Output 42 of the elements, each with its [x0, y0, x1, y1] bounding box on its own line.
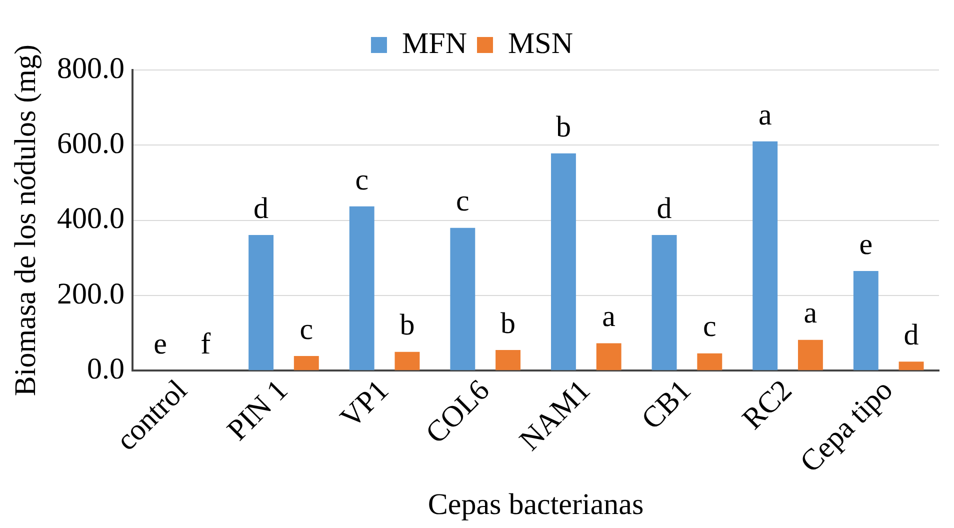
bar: [752, 141, 778, 370]
bar: [294, 356, 319, 370]
data-label: a: [804, 296, 818, 330]
data-label: d: [254, 192, 269, 225]
legend-label: MFN: [402, 26, 468, 60]
data-label: b: [500, 306, 516, 340]
y-tick-label: 200.0: [57, 277, 124, 310]
y-tick-label: 400.0: [57, 202, 124, 236]
data-label: b: [556, 110, 571, 144]
data-label: e: [859, 228, 873, 261]
bar: [596, 343, 622, 370]
data-label: d: [904, 318, 919, 352]
data-label: a: [758, 98, 772, 132]
data-label: e: [154, 328, 167, 361]
bar: [898, 362, 924, 370]
x-tick-label: CB1: [635, 374, 698, 436]
y-tick-label: 600.0: [57, 127, 124, 160]
bar: [853, 271, 878, 370]
bar: [496, 350, 520, 370]
x-tick-label: VP1: [334, 374, 396, 435]
data-label: b: [400, 308, 415, 342]
y-axis-title: Biomasa de los nódulos (mg): [8, 44, 42, 396]
bar: [248, 234, 274, 370]
data-label: c: [300, 312, 314, 346]
legend-label: MSN: [508, 26, 574, 60]
bar: [652, 234, 677, 370]
y-tick-label: 0.0: [87, 352, 124, 386]
bar: [450, 228, 476, 370]
bar: [349, 206, 374, 370]
bar: [798, 340, 823, 370]
data-label: a: [602, 300, 616, 334]
x-axis-title: Cepas bacterianas: [428, 488, 644, 521]
bar: [697, 353, 722, 370]
data-label: c: [702, 310, 716, 344]
data-label: c: [355, 163, 369, 196]
bar: [551, 153, 576, 370]
data-label: d: [656, 192, 672, 225]
bar: [394, 352, 420, 370]
x-tick-label: PIN 1: [220, 374, 294, 447]
data-label: c: [456, 184, 470, 218]
data-label: f: [200, 328, 211, 361]
y-tick-label: 800.0: [57, 52, 124, 85]
